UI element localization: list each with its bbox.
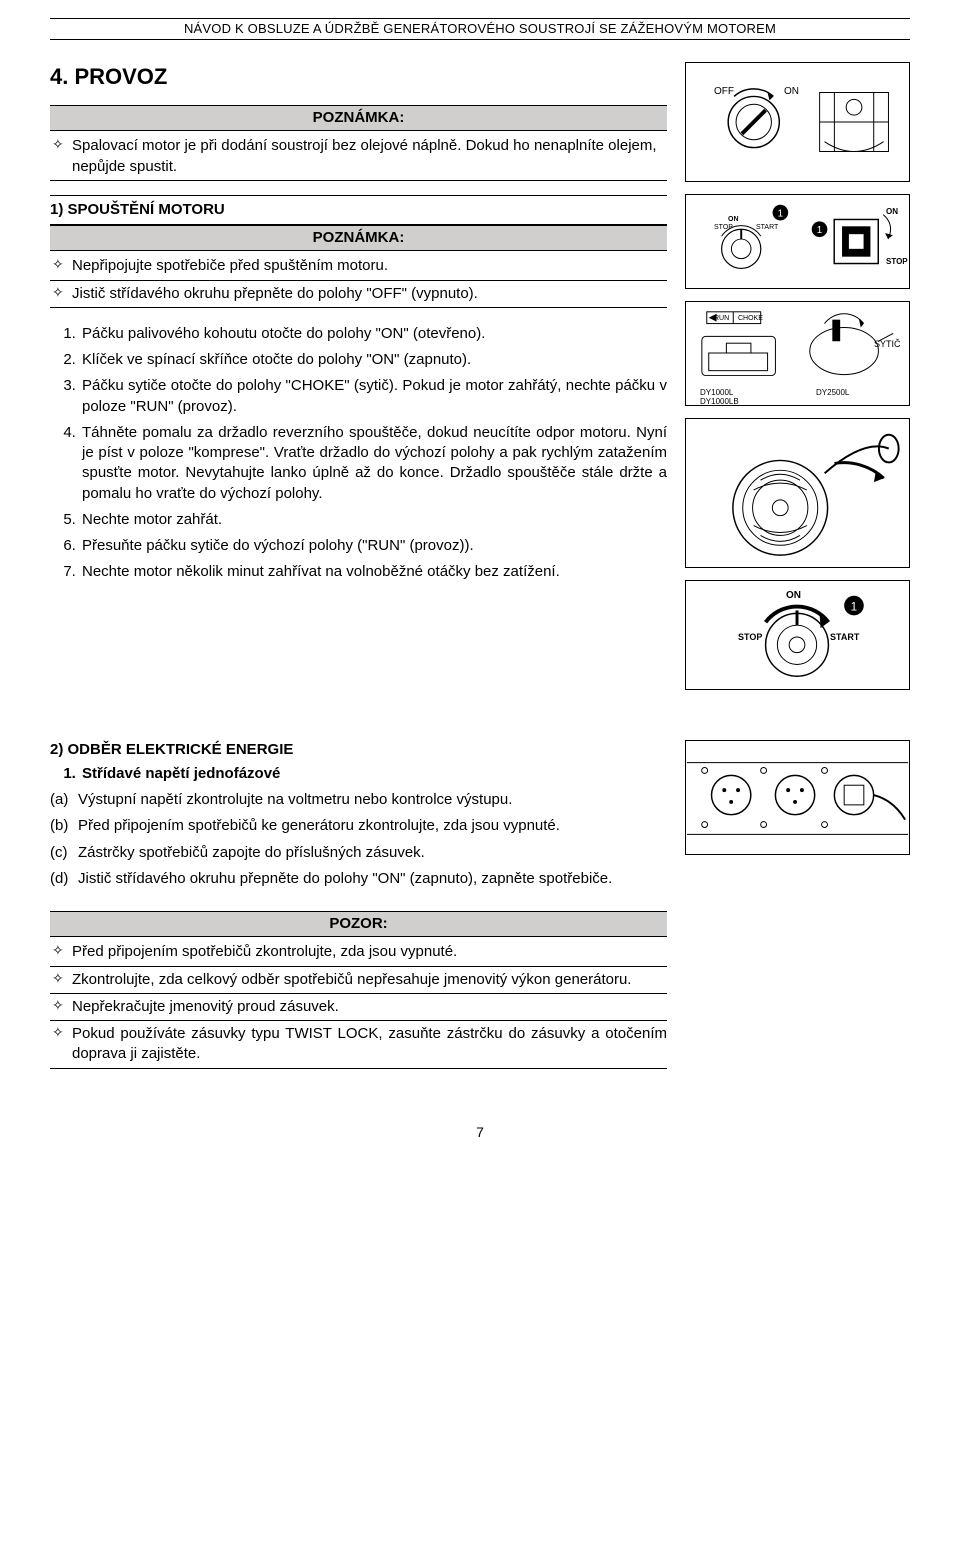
fig2-start: START bbox=[756, 223, 778, 232]
fig2-on: ON bbox=[728, 215, 739, 224]
diamond-icon: ✧ bbox=[52, 137, 64, 151]
letter-a: (a)Výstupní napětí zkontrolujte na voltm… bbox=[50, 788, 667, 814]
section-4b-text: 2) ODBĚR ELEKTRICKÉ ENERGIE Střídavé nap… bbox=[50, 740, 667, 1083]
note-block-2: POZNÁMKA: ✧ Nepřipojujte spotřebiče před… bbox=[50, 225, 667, 308]
step-6: Přesuňte páčku sytiče do výchozí polohy … bbox=[80, 534, 667, 560]
ignition-icon: 1 1 bbox=[686, 195, 909, 288]
letter-b: (b)Před připojením spotřebičů ke generát… bbox=[50, 814, 667, 840]
pozor-line-1: ✧ Před připojením spotřebičů zkontrolujte… bbox=[50, 939, 667, 966]
section-4-text: 4. PROVOZ POZNÁMKA: ✧ Spalovací motor je… bbox=[50, 62, 667, 690]
pozor-text-4: Pokud používáte zásuvky typu TWIST LOCK,… bbox=[72, 1024, 667, 1065]
step-4: Táhněte pomalu za držadlo reverzního spo… bbox=[80, 421, 667, 508]
pozor-line-3: ✧ Nepřekračujte jmenovitý proud zásuvek. bbox=[50, 994, 667, 1021]
note-block-1: POZNÁMKA: ✧ Spalovací motor je při dodán… bbox=[50, 105, 667, 181]
letter-b-label: (b) bbox=[50, 816, 78, 836]
fig5-stop: STOP bbox=[738, 631, 762, 643]
note-2-line-1: ✧ Nepřipojujte spotřebiče před spuštěním… bbox=[50, 253, 667, 280]
pozor-heading: POZOR: bbox=[50, 911, 667, 937]
note-2-text-1: Nepřipojujte spotřebiče před spuštěním m… bbox=[72, 257, 388, 274]
pozor-line-2: ✧ Zkontrolujte, zda celkový odběr spotřeb… bbox=[50, 967, 667, 994]
fig3-model-3: DY2500L bbox=[816, 388, 849, 399]
diamond-icon: ✧ bbox=[52, 943, 64, 957]
step-1: Páčku palivového kohoutu otočte do poloh… bbox=[80, 322, 667, 348]
letter-c-label: (c) bbox=[50, 843, 78, 863]
note-1-text: Spalovací motor je při dodání soustrojí … bbox=[72, 137, 657, 174]
sub-2-item-1: Střídavé napětí jednofázové bbox=[80, 762, 667, 788]
page-header: NÁVOD K OBSLUZE A ÚDRŽBĚ GENERÁTOROVÉHO … bbox=[50, 18, 910, 40]
letter-d-label: (d) bbox=[50, 869, 78, 889]
letter-list: (a)Výstupní napětí zkontrolujte na voltm… bbox=[50, 788, 667, 893]
svg-text:1: 1 bbox=[851, 600, 858, 613]
note-1-heading: POZNÁMKA: bbox=[50, 105, 667, 131]
fig5-start: START bbox=[830, 631, 859, 643]
step-2: Klíček ve spínací skříňce otočte do polo… bbox=[80, 348, 667, 374]
diamond-icon: ✧ bbox=[52, 285, 64, 299]
letter-c: (c)Zástrčky spotřebičů zapojte do příslu… bbox=[50, 841, 667, 867]
note-2-line-2: ✧ Jistič střídavého okruhu přepněte do p… bbox=[50, 281, 667, 308]
diamond-icon: ✧ bbox=[52, 971, 64, 985]
sub-2-list: Střídavé napětí jednofázové bbox=[50, 762, 667, 788]
recoil-icon bbox=[686, 419, 909, 567]
fig2-on2: ON bbox=[886, 207, 898, 218]
section-4-figures: OFF ON 1 1 STOP START bbox=[685, 62, 910, 690]
section-4-title: 4. PROVOZ bbox=[50, 62, 667, 92]
section-4b-figure bbox=[685, 740, 910, 1083]
letter-c-text: Zástrčky spotřebičů zapojte do příslušný… bbox=[78, 843, 425, 863]
section-4b-layout: 2) ODBĚR ELEKTRICKÉ ENERGIE Střídavé nap… bbox=[50, 740, 910, 1083]
fig1-on-label: ON bbox=[784, 85, 799, 99]
diamond-icon: ✧ bbox=[52, 257, 64, 271]
fig3-choke: CHOKE bbox=[738, 314, 763, 323]
sockets-icon bbox=[686, 741, 909, 854]
step-7: Nechte motor několik minut zahřívat na v… bbox=[80, 560, 667, 586]
svg-text:1: 1 bbox=[817, 225, 822, 236]
letter-d-text: Jistič střídavého okruhu přepněte do pol… bbox=[78, 869, 612, 889]
diamond-icon: ✧ bbox=[52, 998, 64, 1012]
fig3-model-2: DY1000LB bbox=[700, 397, 739, 408]
section-4-layout: 4. PROVOZ POZNÁMKA: ✧ Spalovací motor je… bbox=[50, 62, 910, 690]
fig5-on: ON bbox=[786, 589, 801, 603]
pozor-line-4: ✧ Pokud používáte zásuvky typu TWIST LOCK… bbox=[50, 1021, 667, 1069]
pozor-text-3: Nepřekračujte jmenovitý proud zásuvek. bbox=[72, 998, 339, 1015]
page-number: 7 bbox=[50, 1123, 910, 1142]
fig3-run: RUN bbox=[714, 314, 729, 323]
figure-recoil bbox=[685, 418, 910, 568]
diamond-icon: ✧ bbox=[52, 1025, 64, 1039]
figure-choke: RUN CHOKE SYTIČ DY1000L DY1000LB DY2500L bbox=[685, 301, 910, 406]
letter-d: (d)Jistič střídavého okruhu přepněte do … bbox=[50, 867, 667, 893]
letter-a-text: Výstupní napětí zkontrolujte na voltmetr… bbox=[78, 790, 512, 810]
figure-sockets bbox=[685, 740, 910, 855]
pozor-text-2: Zkontrolujte, zda celkový odběr spotřebi… bbox=[72, 970, 667, 990]
step-5: Nechte motor zahřát. bbox=[80, 508, 667, 534]
sub-1-heading: 1) SPOUŠTĚNÍ MOTORU bbox=[50, 195, 667, 225]
fuel-valve-icon bbox=[686, 63, 909, 181]
letter-b-text: Před připojením spotřebičů ke generátoru… bbox=[78, 816, 560, 836]
step-3: Páčku sytiče otočte do polohy "CHOKE" (s… bbox=[80, 374, 667, 421]
pozor-block: POZOR: ✧ Před připojením spotřebičů zkont… bbox=[50, 911, 667, 1069]
sub-2-heading: 2) ODBĚR ELEKTRICKÉ ENERGIE bbox=[50, 740, 667, 760]
note-2-text-2: Jistič střídavého okruhu přepněte do pol… bbox=[72, 285, 478, 302]
note-1-line-1: ✧ Spalovací motor je při dodání soustroj… bbox=[50, 133, 667, 181]
startup-steps: Páčku palivového kohoutu otočte do poloh… bbox=[50, 322, 667, 587]
figure-ignition-2: 1 ON STOP START bbox=[685, 580, 910, 690]
fig1-off-label: OFF bbox=[714, 85, 734, 99]
pozor-text-1: Před připojením spotřebičů zkontrolujte,… bbox=[72, 943, 457, 960]
fig2-stop2: STOP bbox=[886, 257, 908, 268]
fig3-sytic: SYTIČ bbox=[874, 338, 901, 350]
svg-text:1: 1 bbox=[778, 208, 783, 219]
figure-ignition: 1 1 STOP START ON ON STOP bbox=[685, 194, 910, 289]
note-2-heading: POZNÁMKA: bbox=[50, 225, 667, 251]
figure-fuel-valve: OFF ON bbox=[685, 62, 910, 182]
letter-a-label: (a) bbox=[50, 790, 78, 810]
